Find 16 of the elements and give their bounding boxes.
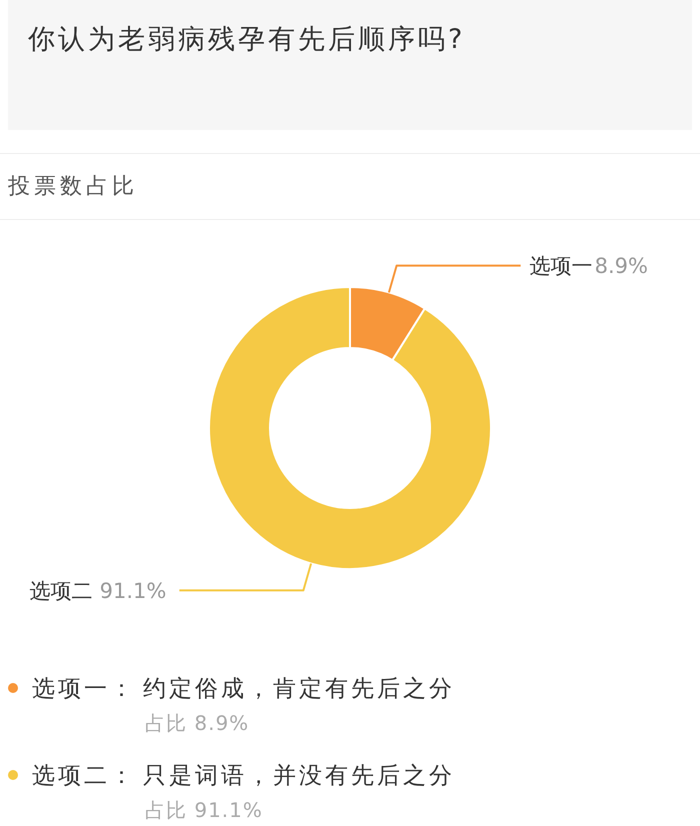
text: ： bbox=[110, 674, 133, 704]
data-label: 91.1% bbox=[100, 578, 166, 603]
legend-label: 选项二 bbox=[32, 762, 110, 790]
legend-label: 选项一 bbox=[32, 674, 110, 704]
text: 占比 bbox=[145, 798, 187, 822]
text: 只是词语，并没有先后之分 bbox=[143, 762, 455, 790]
text: 91.1% bbox=[194, 798, 263, 822]
text: 占比 bbox=[145, 711, 187, 735]
slice-label: 选项二 bbox=[30, 578, 93, 603]
text: 约定俗成，肯定有先后之分 bbox=[143, 674, 455, 704]
slice-label: 选项一 bbox=[530, 254, 593, 278]
data-label: 8.9% bbox=[594, 254, 648, 278]
text: ： bbox=[110, 762, 133, 788]
chart-subtitle: 投票数占比 bbox=[0, 154, 700, 220]
text: 8.9% bbox=[194, 711, 250, 735]
chart-title: 你认为老弱病残孕有先后顺序吗? bbox=[28, 23, 466, 57]
